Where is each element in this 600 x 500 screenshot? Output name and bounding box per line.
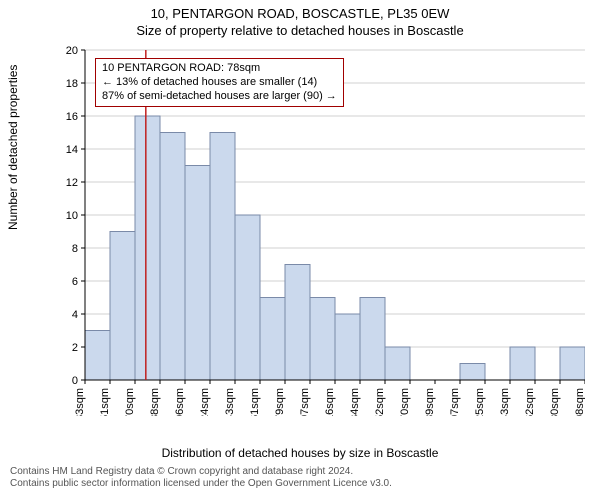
y-axis-label: Number of detached properties [6,65,20,230]
x-tick-label: 216sqm [324,388,336,416]
x-tick-label: 398sqm [574,388,585,416]
histogram-bar [160,133,185,381]
histogram-bar [510,347,535,380]
x-tick-label: 70sqm [124,388,136,416]
y-tick-label: 16 [66,111,78,123]
y-tick-label: 8 [72,243,78,255]
x-tick-label: 252sqm [374,388,386,416]
histogram-bar [210,133,235,381]
histogram-bar [360,298,385,381]
x-tick-label: 51sqm [99,388,111,416]
histogram-bar [285,265,310,381]
y-tick-label: 6 [72,276,78,288]
x-tick-label: 124sqm [199,388,211,416]
y-tick-label: 2 [72,342,78,354]
histogram-bar [185,166,210,381]
property-annotation-box: 10 PENTARGON ROAD: 78sqm ← 13% of detach… [95,58,344,107]
page-title-line1: 10, PENTARGON ROAD, BOSCASTLE, PL35 0EW [0,0,600,21]
x-tick-label: 88sqm [149,388,161,416]
footer-line2: Contains public sector information licen… [10,478,392,490]
x-tick-label: 106sqm [174,388,186,416]
annotation-line2: ← 13% of detached houses are smaller (14… [102,76,337,90]
histogram-bar [135,116,160,380]
x-axis-label: Distribution of detached houses by size … [0,446,600,460]
x-tick-label: 380sqm [549,388,561,416]
x-tick-label: 179sqm [274,388,286,416]
footer-line1: Contains HM Land Registry data © Crown c… [10,466,392,478]
footer-attribution: Contains HM Land Registry data © Crown c… [10,466,392,490]
histogram-bar [460,364,485,381]
x-tick-label: 325sqm [474,388,486,416]
x-tick-label: 161sqm [249,388,261,416]
y-tick-label: 4 [72,309,78,321]
y-tick-label: 20 [66,46,78,57]
x-tick-label: 143sqm [224,388,236,416]
y-tick-label: 18 [66,78,78,90]
histogram-bar [560,347,585,380]
y-tick-label: 12 [66,177,78,189]
x-tick-label: 289sqm [424,388,436,416]
histogram-bar [310,298,335,381]
annotation-line3: 87% of semi-detached houses are larger (… [102,90,337,104]
annotation-line1: 10 PENTARGON ROAD: 78sqm [102,62,337,76]
x-tick-label: 343sqm [499,388,511,416]
histogram-bar [110,232,135,381]
x-tick-label: 270sqm [399,388,411,416]
page-title-line2: Size of property relative to detached ho… [0,21,600,38]
y-tick-label: 0 [72,375,78,387]
histogram-bar [235,215,260,380]
x-tick-label: 33sqm [74,388,86,416]
histogram-bar [335,314,360,380]
histogram-bar [85,331,110,381]
histogram-bar [260,298,285,381]
histogram-bar [385,347,410,380]
y-tick-label: 10 [66,210,78,222]
x-tick-label: 197sqm [299,388,311,416]
x-tick-label: 307sqm [449,388,461,416]
y-tick-label: 14 [66,144,78,156]
x-tick-label: 234sqm [349,388,361,416]
x-tick-label: 362sqm [524,388,536,416]
